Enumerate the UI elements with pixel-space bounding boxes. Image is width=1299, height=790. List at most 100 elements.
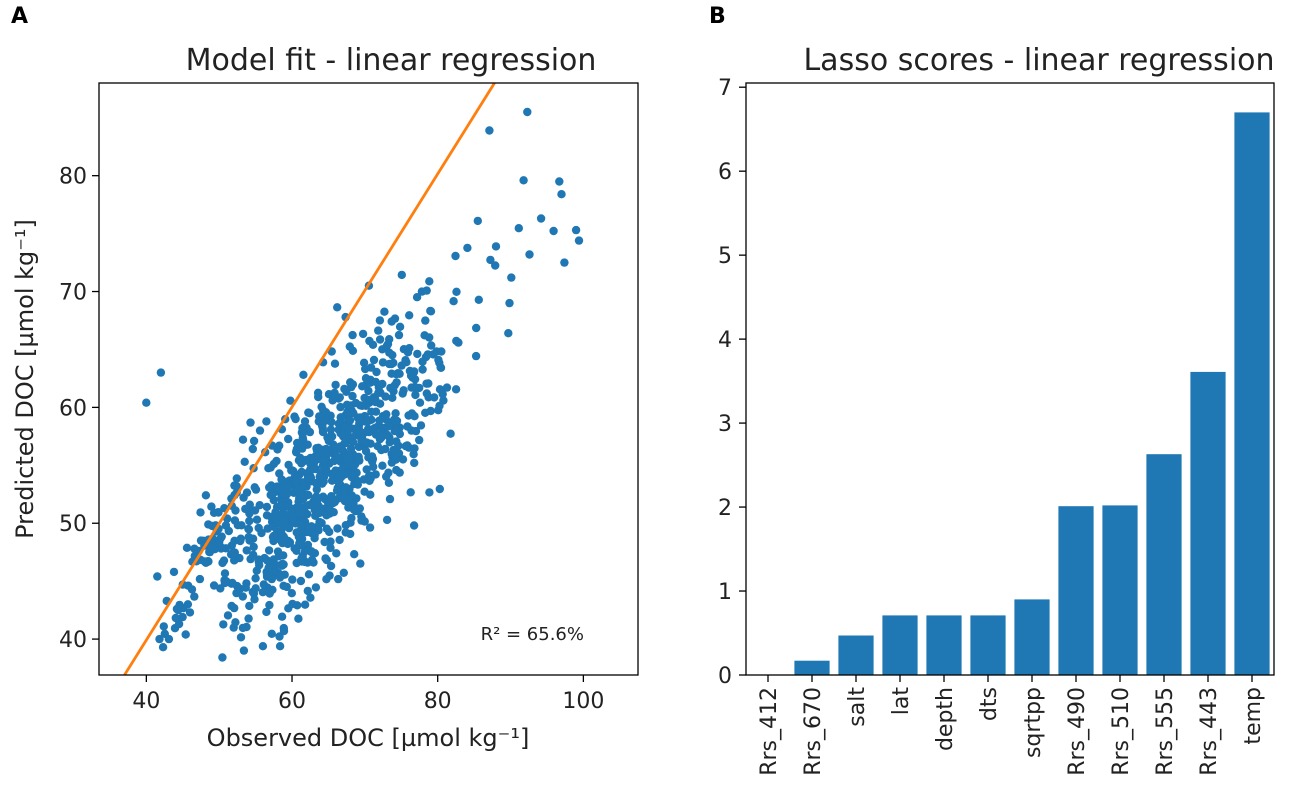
scatter-point bbox=[304, 490, 313, 500]
scatter-point bbox=[410, 382, 420, 392]
scatter-point bbox=[426, 307, 436, 316]
scatter-point bbox=[398, 455, 408, 464]
scatter-point bbox=[418, 357, 427, 366]
scatter-point bbox=[215, 538, 224, 548]
scatter-point bbox=[523, 107, 532, 117]
panel-b-label: B bbox=[709, 4, 726, 29]
scatter-point bbox=[258, 588, 268, 597]
scatter-point bbox=[228, 578, 237, 588]
scatter-point bbox=[185, 608, 195, 617]
scatter-y-ticks: 40 50 60 70 80 bbox=[59, 165, 99, 653]
scatter-point bbox=[311, 583, 321, 592]
scatter-point bbox=[241, 504, 250, 514]
scatter-point bbox=[434, 355, 443, 365]
scatter-point bbox=[406, 488, 415, 497]
scatter-point bbox=[288, 599, 297, 609]
scatter-points bbox=[142, 107, 584, 662]
scatter-point bbox=[273, 445, 282, 454]
scatter-point bbox=[362, 465, 371, 474]
scatter-point bbox=[485, 126, 494, 135]
scatter-point bbox=[313, 522, 323, 531]
x-tick-label: 60 bbox=[278, 689, 306, 714]
scatter-y-axis-label: Predicted DOC [µmol kg⁻¹] bbox=[11, 219, 39, 539]
scatter-point bbox=[339, 447, 348, 456]
scatter-point bbox=[463, 243, 472, 253]
scatter-point bbox=[321, 408, 331, 417]
scatter-point bbox=[305, 409, 314, 418]
scatter-point bbox=[295, 494, 304, 503]
scatter-point bbox=[200, 557, 209, 566]
scatter-point bbox=[246, 418, 255, 427]
bar-x-tick-label: salt bbox=[845, 687, 870, 727]
bar-x-tick-label: temp bbox=[1241, 687, 1266, 745]
panel-a-label: A bbox=[11, 4, 28, 29]
scatter-point bbox=[231, 618, 240, 627]
scatter-point bbox=[421, 408, 430, 417]
scatter-point bbox=[514, 224, 523, 233]
bar-y-tick-label: 3 bbox=[718, 412, 732, 437]
scatter-point bbox=[397, 270, 406, 280]
scatter-point bbox=[275, 469, 284, 478]
scatter-point bbox=[310, 494, 320, 503]
scatter-point bbox=[292, 448, 301, 457]
scatter-point bbox=[435, 401, 444, 410]
scatter-point bbox=[356, 559, 365, 568]
scatter-point bbox=[190, 544, 199, 553]
scatter-point bbox=[351, 398, 361, 408]
scatter-point bbox=[277, 501, 287, 510]
scatter-point bbox=[328, 396, 337, 405]
scatter-point bbox=[392, 437, 401, 446]
scatter-point bbox=[297, 508, 306, 517]
scatter-point bbox=[312, 485, 321, 494]
scatter-point bbox=[298, 521, 308, 531]
scatter-point bbox=[339, 568, 348, 577]
scatter-point bbox=[418, 365, 427, 374]
scatter-point bbox=[504, 329, 513, 338]
scatter-point bbox=[174, 619, 184, 629]
scatter-point bbox=[385, 494, 395, 504]
scatter-point bbox=[525, 250, 534, 259]
scatter-point bbox=[325, 505, 335, 514]
bar-y-tick-label: 7 bbox=[718, 76, 732, 101]
scatter-point bbox=[369, 355, 379, 365]
scatter-point bbox=[422, 286, 431, 295]
scatter-point bbox=[574, 236, 584, 245]
scatter-point bbox=[536, 214, 546, 223]
scatter-point bbox=[365, 523, 375, 532]
scatter-point bbox=[402, 358, 411, 367]
scatter-point bbox=[446, 429, 455, 438]
scatter-point bbox=[249, 436, 259, 446]
scatter-point bbox=[391, 409, 400, 418]
scatter-point bbox=[244, 614, 253, 623]
scatter-point bbox=[335, 535, 344, 545]
scatter-point bbox=[311, 478, 321, 488]
scatter-point bbox=[368, 340, 378, 349]
scatter-point bbox=[291, 414, 300, 424]
scatter-point bbox=[345, 460, 355, 470]
bar-x-ticks: Rrs_412 Rrs_670 salt lat depth dts sqrtpp Rrs_4… bbox=[757, 675, 1266, 776]
scatter-point bbox=[415, 435, 424, 445]
scatter-point bbox=[334, 478, 344, 488]
bar-axes-frame-group bbox=[745, 82, 1275, 676]
scatter-point bbox=[427, 341, 436, 350]
scatter-point bbox=[394, 330, 404, 340]
scatter-point bbox=[155, 634, 164, 644]
scatter-point bbox=[333, 524, 342, 533]
scatter-point bbox=[262, 511, 272, 520]
scatter-point bbox=[361, 374, 371, 383]
scatter-point bbox=[250, 483, 259, 492]
scatter-point bbox=[290, 477, 300, 486]
scatter-point bbox=[209, 508, 219, 517]
scatter-point bbox=[239, 646, 249, 655]
scatter-point bbox=[380, 307, 389, 316]
scatter-point bbox=[244, 524, 253, 534]
scatter-point bbox=[555, 177, 564, 186]
scatter-point bbox=[159, 622, 168, 631]
scatter-point bbox=[442, 383, 452, 392]
bar-dts bbox=[970, 615, 1006, 675]
scatter-point bbox=[474, 295, 483, 304]
scatter-point bbox=[416, 421, 426, 430]
scatter-point bbox=[230, 516, 240, 525]
scatter-point bbox=[425, 488, 434, 497]
scatter-point bbox=[387, 369, 396, 378]
